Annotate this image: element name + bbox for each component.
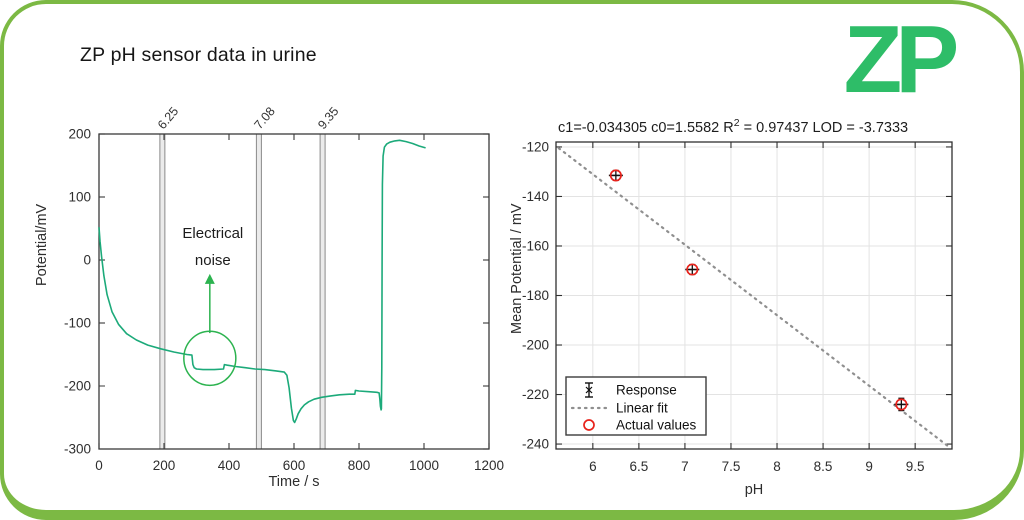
actual-value-marker (609, 169, 622, 182)
sensor-trace (98, 139, 426, 424)
x-tick-label: 800 (348, 458, 371, 473)
stats-title-sup: 2 (734, 117, 740, 129)
y-tick-label: -120 (522, 139, 549, 154)
y-tick-label: -160 (522, 238, 549, 253)
y-tick-label: -200 (522, 338, 549, 353)
legend-label: Linear fit (616, 401, 668, 416)
x-tick-label: 8 (773, 459, 781, 474)
x-tick-label: 9.5 (906, 459, 925, 474)
y-tick-label: -200 (64, 379, 91, 394)
plot-frame (98, 133, 490, 450)
x-tick-label: 600 (283, 458, 306, 473)
x-tick-label: 6 (589, 459, 597, 474)
left-y-axis-label: Potential/mV (34, 203, 50, 286)
noise-annotation-text: noise (195, 252, 231, 269)
x-tick-label: 8.5 (814, 459, 833, 474)
x-tick-label: 1000 (409, 458, 439, 473)
left-x-axis-label: Time / s (268, 474, 320, 490)
y-tick-label: 100 (68, 190, 91, 205)
stats-title: c1=-0.034305 c0=1.5582 R2 = 0.97437 LOD … (558, 117, 908, 136)
noise-annotation-text: Electrical (182, 225, 243, 242)
x-tick-label: 6.5 (629, 459, 648, 474)
event-bar (159, 134, 165, 449)
y-tick-label: 0 (83, 253, 91, 268)
actual-value-marker (895, 398, 908, 411)
stats-title-prefix: c1=-0.034305 c0=1.5582 R (558, 120, 734, 136)
y-tick-label: -240 (522, 437, 549, 452)
x-tick-label: 400 (218, 458, 241, 473)
actual-value-marker (686, 263, 699, 276)
calibration-chart: 6 6.5 7 7.5 8 8.5 9 9.5 -120 -140 -160 -180 -200 -220… (504, 99, 1020, 510)
x-tick-label: 0 (95, 458, 103, 473)
zp-logo: ZP (843, 6, 960, 113)
time-series-chart: 6.25 7.08 9.35 0 200 400 600 800 1000 1200 200 100 0… (4, 99, 504, 510)
right-x-axis-label: pH (744, 482, 764, 498)
y-tick-label: -300 (64, 442, 91, 457)
x-tick-label: 7.5 (722, 459, 741, 474)
event-bar-label: 6.25 (155, 104, 181, 132)
event-bar (320, 134, 326, 449)
x-tick-label: 200 (153, 458, 176, 473)
calibration-plot: 6 6.5 7 7.5 8 8.5 9 9.5 -120 -140 -160 -180 -200 -220… (522, 117, 953, 474)
legend-label: Response (616, 383, 677, 398)
stats-title-suffix: = 0.97437 LOD = -3.7333 (740, 120, 909, 136)
event-bar-label: 7.08 (251, 104, 277, 132)
event-bar (256, 134, 262, 449)
linear-fit-line (557, 147, 952, 449)
y-tick-label: -100 (64, 316, 91, 331)
x-tick-label: 9 (865, 459, 873, 474)
noise-arrow-head (204, 273, 215, 284)
x-tick-label: 1200 (474, 458, 504, 473)
y-tick-label: -140 (522, 189, 549, 204)
time-series-plot: 6.25 7.08 9.350 200 400 600 800 1000 12002001000… (64, 104, 504, 473)
legend-circle-marker (583, 419, 595, 431)
legend-label: Actual values (616, 418, 697, 433)
x-tick-label: 7 (681, 459, 689, 474)
event-bar-label: 9.35 (315, 104, 341, 132)
right-y-axis-label: Mean Potential / mV (509, 203, 525, 334)
page-title: ZP pH sensor data in urine (80, 44, 317, 66)
y-tick-label: 200 (68, 127, 91, 142)
y-tick-label: -180 (522, 288, 549, 303)
legend-x-marker (585, 386, 593, 394)
y-tick-label: -220 (522, 387, 549, 402)
